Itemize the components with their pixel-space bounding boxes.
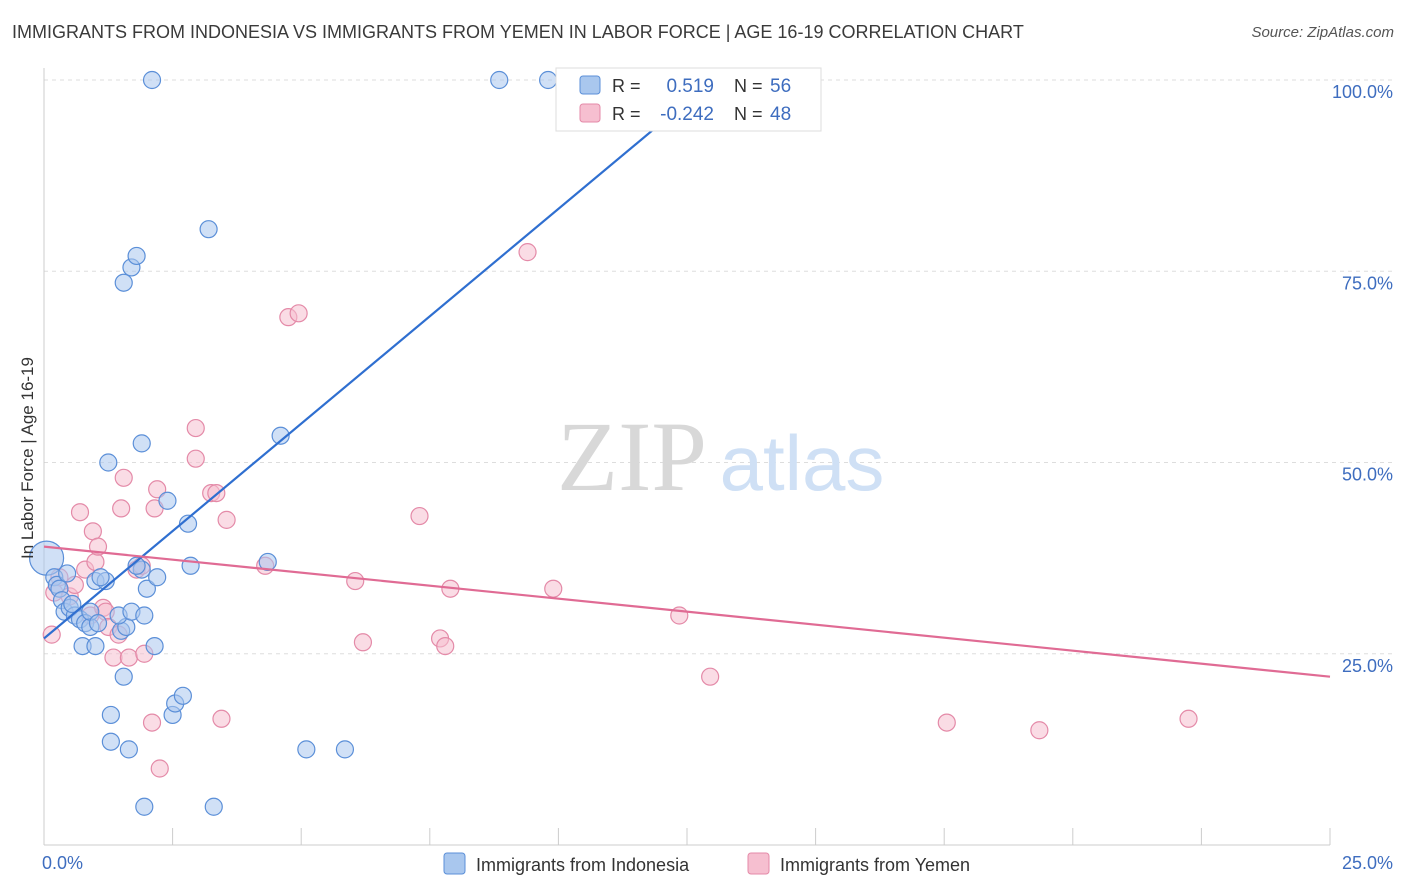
indonesia-point — [204, 797, 223, 816]
indonesia-point — [142, 70, 162, 90]
indonesia-point — [148, 568, 167, 587]
indonesia-point — [135, 797, 154, 816]
indonesia-point — [490, 70, 509, 90]
yemen-point — [104, 648, 123, 667]
indonesia-point — [178, 514, 198, 533]
yemen-point — [112, 499, 131, 518]
indonesia-point — [199, 220, 218, 239]
legend-n-value-2: 48 — [770, 104, 791, 125]
yemen-point — [186, 449, 205, 468]
indonesia-point — [119, 740, 138, 759]
legend-r-value-1: 0.519 — [666, 76, 714, 97]
y-tick-label: 75.0% — [1342, 273, 1393, 293]
y-tick-label: 25.0% — [1342, 656, 1393, 676]
bottom-legend: Immigrants from Indonesia Immigrants fro… — [443, 852, 970, 875]
yemen-point — [410, 506, 429, 526]
indonesia-point — [99, 453, 118, 472]
indonesia-point — [127, 246, 146, 266]
legend-box: R = 0.519 N = 56 R = -0.242 N = 48 — [555, 67, 822, 132]
bottom-legend-label-indonesia: Immigrants from Indonesia — [476, 855, 690, 875]
yemen-point — [42, 625, 61, 644]
indonesia-point — [258, 552, 277, 572]
y-tick-label: 100.0% — [1332, 82, 1393, 102]
indonesia-point — [63, 594, 82, 614]
indonesia-point — [101, 705, 120, 725]
indonesia-point — [86, 636, 105, 656]
indonesia-point — [127, 556, 146, 575]
yemen-point — [86, 552, 105, 572]
trend-line-yemen — [43, 545, 1331, 678]
indonesia-point — [132, 434, 151, 453]
yemen-point — [1030, 721, 1049, 740]
bottom-legend-label-yemen: Immigrants from Yemen — [780, 855, 970, 875]
legend-r-value-2: -0.242 — [660, 104, 714, 125]
yemen-point — [701, 667, 720, 686]
yemen-point — [142, 713, 162, 732]
legend-n-value-1: 56 — [770, 76, 791, 97]
indonesia-point — [101, 732, 120, 751]
trend-line-indonesia — [43, 79, 714, 640]
legend-n-label-1: N = — [734, 76, 763, 96]
x-tick-label: 25.0% — [1342, 853, 1393, 873]
legend-r-label-1: R = — [612, 76, 641, 96]
indonesia-point — [271, 426, 290, 445]
bottom-legend-swatch-yemen — [747, 852, 770, 875]
watermark: ZIP atlas — [557, 401, 884, 512]
yemen-point — [217, 510, 236, 529]
yemen-point — [346, 571, 365, 591]
legend-n-label-2: N = — [734, 104, 763, 124]
axes: 100.0% 75.0% 50.0% 25.0% 0.0% 25.0% — [42, 68, 1393, 873]
yemen-point — [518, 243, 537, 262]
yemen-point — [1179, 709, 1198, 728]
yemen-point — [70, 503, 90, 522]
indonesia-point — [58, 564, 77, 583]
indonesia-point — [158, 491, 177, 510]
yemen-point — [114, 468, 133, 487]
yemen-point — [436, 636, 455, 656]
indonesia-point — [173, 686, 192, 705]
legend-r-label-2: R = — [612, 104, 641, 124]
trend-lines — [43, 79, 1331, 678]
watermark-atlas: atlas — [720, 419, 885, 507]
indonesia-point — [145, 636, 164, 656]
indonesia-point — [137, 579, 156, 598]
series-indonesia — [28, 70, 599, 816]
indonesia-point — [335, 740, 355, 759]
yemen-point — [186, 418, 205, 438]
yemen-point — [150, 759, 169, 778]
y-axis-title: In Labor Force | Age 16-19 — [18, 357, 37, 559]
indonesia-point — [114, 273, 133, 292]
yemen-point — [83, 522, 102, 541]
watermark-zip: ZIP — [557, 401, 707, 512]
indonesia-point — [297, 740, 316, 759]
indonesia-point — [114, 667, 133, 686]
yemen-point — [289, 304, 308, 323]
indonesia-point — [539, 70, 558, 90]
indonesia-point — [91, 568, 110, 587]
yemen-point — [212, 709, 231, 728]
yemen-point — [353, 633, 373, 652]
legend-swatch-indonesia — [579, 75, 601, 95]
source-label: Source: ZipAtlas.com — [1251, 24, 1394, 41]
chart-title: IMMIGRANTS FROM INDONESIA VS IMMIGRANTS … — [12, 22, 1024, 42]
yemen-point — [119, 648, 138, 667]
yemen-point — [148, 480, 167, 499]
y-tick-label: 50.0% — [1342, 465, 1393, 485]
x-tick-label: 0.0% — [42, 853, 83, 873]
yemen-point — [937, 713, 956, 732]
legend-swatch-yemen — [579, 103, 601, 123]
indonesia-point — [88, 614, 108, 633]
yemen-point — [544, 579, 563, 598]
bottom-legend-swatch-indonesia — [443, 852, 466, 875]
indonesia-point — [135, 606, 154, 625]
